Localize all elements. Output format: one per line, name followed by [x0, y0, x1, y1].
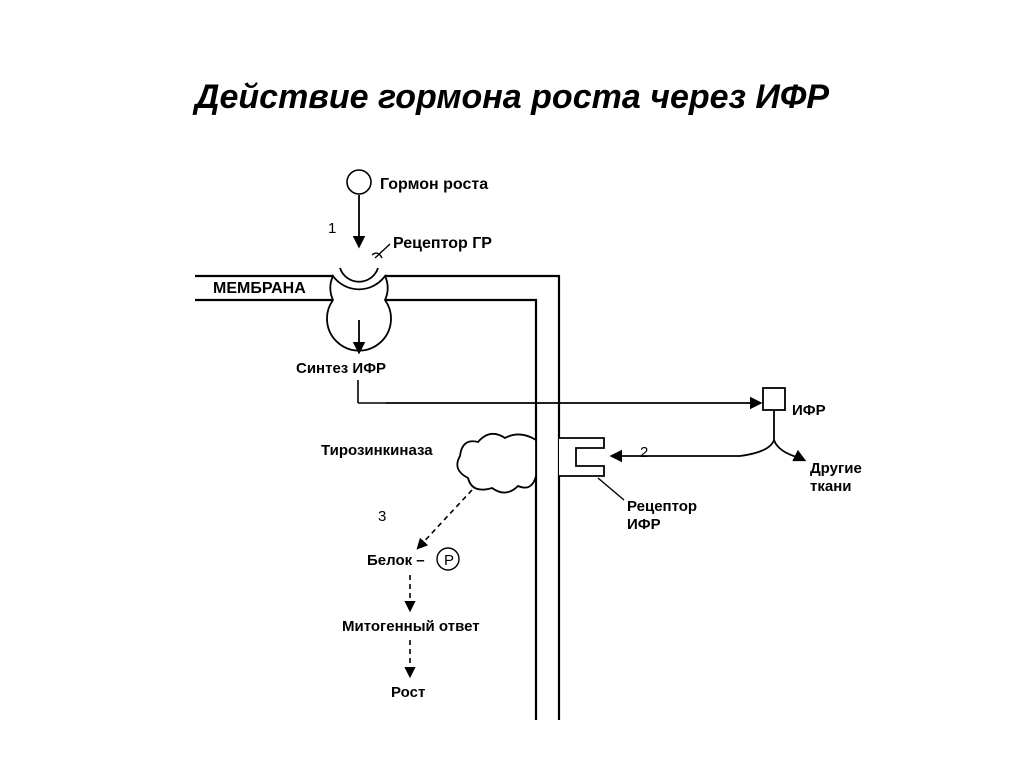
tyrosine-kinase-shape [457, 434, 536, 493]
ifr-box-icon [763, 388, 785, 410]
hormone-circle-icon [347, 170, 371, 194]
flow-diagram [0, 0, 1024, 767]
receptor-ifr-shape [559, 438, 604, 476]
phosphate-circle-icon [437, 548, 459, 570]
